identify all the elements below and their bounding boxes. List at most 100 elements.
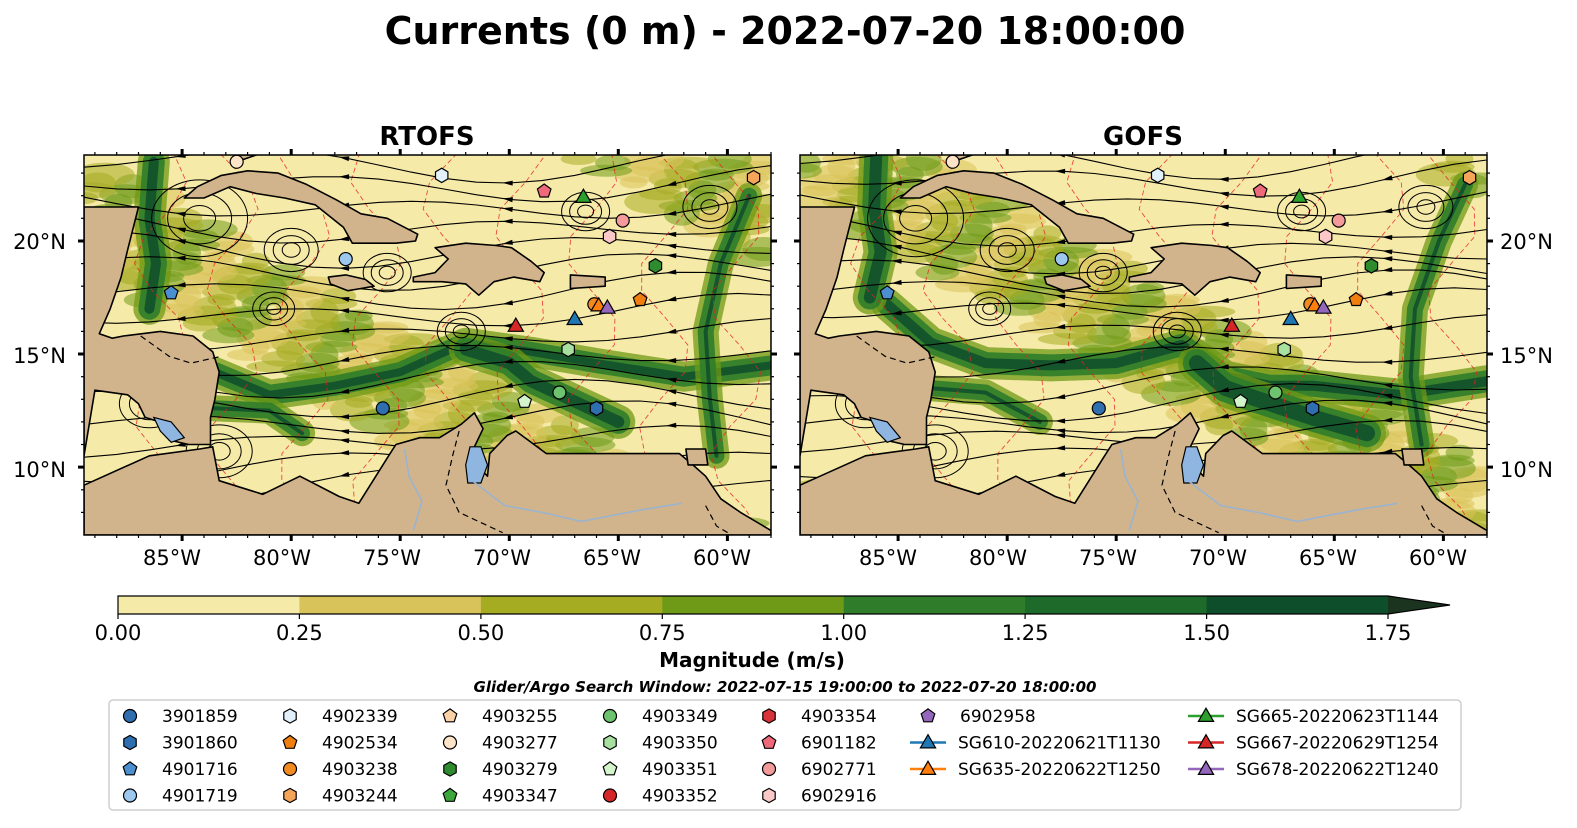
streamline-arrow	[502, 239, 513, 245]
lat-tick-label: 20°N	[13, 230, 66, 254]
platform-marker-6902916	[602, 228, 617, 245]
streamline-arrow	[891, 230, 902, 236]
legend-label: 4903279	[482, 760, 558, 780]
legend-label: 3901860	[162, 734, 238, 754]
bathymetry-contour	[206, 155, 259, 535]
streamline-arrow	[1218, 332, 1229, 338]
platform-marker-SG678-20220622T1240	[598, 298, 617, 314]
legend-marker-6902916	[762, 787, 776, 804]
streamline-arrow	[502, 382, 514, 388]
legend-label: 4903349	[642, 707, 718, 727]
streamline-arrow	[502, 218, 513, 224]
magnitude-patch	[246, 360, 307, 373]
streamline	[84, 208, 771, 244]
streamline-arrow	[338, 174, 350, 180]
legend-marker-6901182	[761, 734, 777, 749]
legend-item: 4903351	[602, 760, 718, 780]
streamline	[84, 271, 771, 311]
streamline	[800, 159, 1487, 197]
magnitude-patch	[580, 164, 633, 177]
lon-tick-label: 65°W	[1299, 546, 1357, 570]
legend-item: 4903238	[282, 760, 398, 780]
legend-label: 4903255	[482, 707, 558, 727]
colorbar-tick-label: 1.50	[1183, 621, 1230, 645]
streamline-arrow	[338, 308, 350, 314]
eddy-streamline	[1416, 199, 1436, 215]
legend-item: 4903255	[442, 707, 558, 727]
river-magdalena	[403, 448, 423, 531]
legend-label: 4901719	[162, 787, 238, 807]
streamline-arrow	[891, 279, 902, 285]
legend-label: 6902771	[801, 760, 877, 780]
lat-tick-label: 20°N	[1500, 230, 1553, 254]
legend-item: 6902958	[920, 707, 1036, 727]
platform-marker-4903244	[746, 169, 761, 186]
land-jamaica	[327, 274, 375, 292]
land-south-america	[84, 412, 771, 535]
land-hispaniola	[412, 242, 545, 296]
current-band-core	[459, 343, 625, 428]
legend: 3901859 3901860 4901716 4901719 4902339 49025…	[122, 706, 1439, 807]
bathymetry-contour	[710, 155, 763, 535]
streamline	[800, 191, 1487, 217]
eddy-streamline	[183, 205, 217, 232]
streamline-arrow	[338, 265, 350, 271]
streamline-arrow	[1381, 359, 1393, 365]
eddy-streamline	[259, 297, 289, 321]
lon-tick-label: 80°W	[253, 546, 311, 570]
streamline-arrow	[1382, 393, 1393, 399]
streamline-arrow	[1218, 317, 1229, 323]
colorbar-tick-label: 1.00	[820, 621, 867, 645]
land-puerto-rico	[569, 274, 606, 290]
legend-item: 6901182	[761, 734, 877, 754]
streamline-arrow	[891, 310, 902, 316]
colorbar-segment	[662, 596, 845, 614]
legend-label: 6902916	[801, 787, 877, 807]
legend-label: 4903350	[642, 734, 718, 754]
eddy-streamline	[691, 192, 729, 222]
legend-label: 4902339	[322, 707, 398, 727]
colorbar-segment	[1025, 596, 1207, 614]
bathymetry-contour	[994, 155, 1047, 535]
eddy-streamline	[370, 259, 404, 286]
platform-marker-4902534	[632, 291, 648, 307]
platform-marker-6902916	[1318, 228, 1333, 245]
streamline-arrow	[1054, 294, 1066, 300]
river-orinoco	[471, 480, 682, 523]
legend-item: 4903354	[762, 707, 877, 727]
legend-item: 4903244	[283, 787, 398, 807]
legend-item: SG635-20220622T1250	[910, 759, 1161, 780]
platform-marker-3901860	[589, 400, 604, 417]
streamline-arrow	[338, 156, 350, 162]
eddy-streamline	[988, 235, 1026, 265]
lon-tick-label: 85°W	[143, 546, 201, 570]
magnitude-patch	[624, 190, 685, 214]
platform-marker-6902771	[615, 213, 630, 228]
eddy-streamline	[151, 179, 249, 258]
colorbar-tick-label: 1.25	[1002, 621, 1049, 645]
legend-marker-4903349	[602, 708, 618, 724]
magnitude-patch	[800, 186, 840, 211]
lat-tick-label: 10°N	[13, 458, 66, 482]
streamline-arrow	[338, 297, 350, 302]
platform-marker-4901719	[1054, 251, 1069, 267]
magnitude-patch	[800, 162, 822, 179]
streamline-arrow	[1381, 208, 1393, 214]
lake-nicaragua	[868, 416, 902, 443]
platform-marker-SG667-20220629T1254	[507, 316, 525, 332]
magnitude-patch	[202, 327, 255, 344]
lake-maracaibo	[465, 446, 489, 484]
legend-item: 3901860	[123, 734, 238, 754]
legend-marker-4902339	[283, 708, 297, 724]
streamline-arrow	[1218, 176, 1229, 182]
streamline	[800, 155, 1368, 180]
legend-label: 4902534	[322, 734, 398, 754]
legend-label: 4903351	[642, 760, 718, 780]
streamline-arrow	[1054, 239, 1066, 245]
lon-tick-label: 60°W	[693, 546, 751, 570]
eddy-streamline	[1407, 192, 1445, 222]
legend-item: 4903279	[443, 760, 558, 780]
lon-tick-label: 60°W	[1409, 546, 1467, 570]
current-band-core	[703, 193, 752, 458]
platform-marker-SG665-20220623T1144	[574, 187, 593, 203]
